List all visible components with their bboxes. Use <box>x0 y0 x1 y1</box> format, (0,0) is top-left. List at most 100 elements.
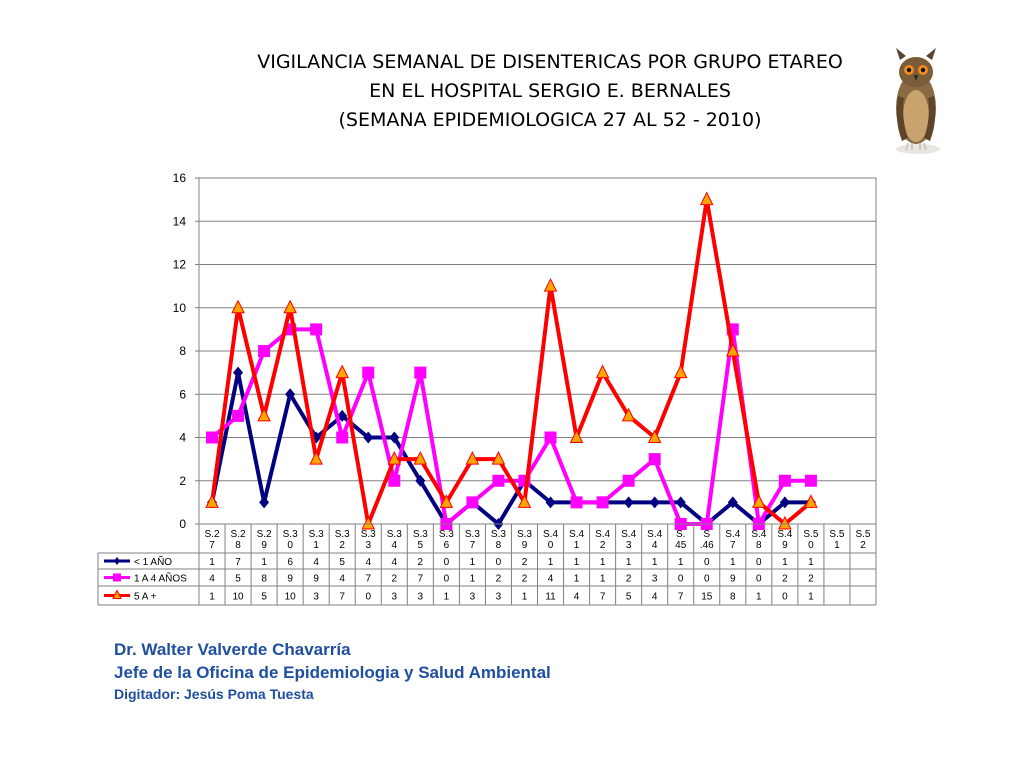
table-value: 3 <box>652 574 658 585</box>
data-point <box>388 474 401 487</box>
data-point <box>413 451 428 465</box>
legend-key-marker <box>112 589 122 599</box>
data-point <box>232 409 245 422</box>
data-point <box>259 496 270 509</box>
data-point <box>596 496 609 509</box>
table-value: 10 <box>232 592 244 603</box>
table-value: 2 <box>418 557 424 568</box>
table-value: 2 <box>782 574 788 585</box>
legend-label: 1 A 4 AÑOS <box>134 572 187 585</box>
x-tick-label: S.2 <box>205 529 220 540</box>
table-value: 4 <box>313 557 319 568</box>
data-point <box>257 407 271 422</box>
table-value: 7 <box>418 574 424 585</box>
x-tick-label: S. <box>676 529 685 540</box>
data-point <box>647 429 662 443</box>
data-point <box>233 366 244 379</box>
x-tick-label: S.2 <box>231 529 246 540</box>
data-point <box>465 451 480 465</box>
data-point <box>545 496 556 509</box>
y-tick-label: 16 <box>173 171 187 185</box>
data-point <box>675 496 686 509</box>
table-value: 1 <box>261 557 267 568</box>
table-value: 7 <box>678 592 684 603</box>
x-tick-label: 7 <box>470 540 476 551</box>
table-value: 15 <box>701 592 713 603</box>
legend-label: < 1 AÑO <box>134 555 172 568</box>
data-point <box>466 496 479 509</box>
table-value: 1 <box>600 574 606 585</box>
table-value: 1 <box>730 557 736 568</box>
data-point <box>621 407 636 422</box>
table-value: 2 <box>522 574 528 585</box>
table-value: 1 <box>444 592 450 603</box>
table-value: 0 <box>756 574 762 585</box>
table-value: 1 <box>209 592 215 603</box>
table-value: 5 <box>235 574 241 585</box>
x-tick-label: 1 <box>574 540 580 551</box>
x-tick-label: 2 <box>339 540 345 551</box>
x-tick-label: S.4 <box>621 529 636 540</box>
table-value: 1 <box>548 557 554 568</box>
table-value: 1 <box>678 557 684 568</box>
table-value: 4 <box>339 574 345 585</box>
data-point <box>492 474 505 487</box>
table-value: 1 <box>756 592 762 603</box>
data-point <box>543 278 558 292</box>
y-tick-label: 0 <box>179 517 186 531</box>
table-value: 2 <box>808 574 814 585</box>
table-value: 1 <box>652 557 658 568</box>
data-point <box>804 494 818 508</box>
data-point <box>439 494 454 508</box>
owl-icon <box>896 48 940 154</box>
table-value: 5 <box>339 557 345 568</box>
y-tick-label: 10 <box>173 301 187 315</box>
x-tick-label: S.5 <box>855 529 870 540</box>
x-tick-label: .46 <box>700 540 714 551</box>
table-value: 3 <box>313 592 319 603</box>
table-value: 0 <box>444 574 450 585</box>
y-tick-label: 12 <box>173 258 187 272</box>
x-tick-label: 1 <box>313 540 319 551</box>
x-tick-label: 6 <box>444 540 450 551</box>
author-role: Jefe de la Oficina de Epidemiologia y Sa… <box>114 663 551 682</box>
table-value: 7 <box>235 557 241 568</box>
table-value: 4 <box>392 557 398 568</box>
series-line <box>210 197 813 526</box>
data-point <box>336 431 349 444</box>
table-value: 4 <box>209 574 215 585</box>
x-tick-label: S.3 <box>491 529 506 540</box>
table-value: 1 <box>470 557 476 568</box>
table-value: 1 <box>209 557 215 568</box>
table-value: 0 <box>678 574 684 585</box>
table-value: 0 <box>496 557 502 568</box>
table-value: 1 <box>808 557 814 568</box>
series-lines <box>205 191 818 530</box>
footer: Dr. Walter Valverde Chavarría Jefe de la… <box>114 638 551 704</box>
legend-key-marker <box>113 573 121 582</box>
table-value: 2 <box>392 574 398 585</box>
x-tick-label: S.4 <box>777 529 792 540</box>
data-point <box>491 451 506 465</box>
title-line-1: VIGILANCIA SEMANAL DE DISENTERICAS POR G… <box>257 51 843 73</box>
y-tick-label: 14 <box>173 214 187 228</box>
data-point <box>779 496 790 509</box>
table-value: 1 <box>626 557 632 568</box>
data-point <box>205 494 219 508</box>
x-tick-label: S.4 <box>595 529 610 540</box>
x-tick-label: S <box>703 529 710 540</box>
y-tick-label: 8 <box>179 344 186 358</box>
series-line <box>210 327 811 526</box>
table-value: 4 <box>548 574 554 585</box>
table-value: 0 <box>444 557 450 568</box>
typist-credit: Digitador: Jesús Poma Tuesta <box>114 686 314 702</box>
table-value: 10 <box>285 592 297 603</box>
data-point <box>414 366 427 379</box>
data-point <box>283 299 297 314</box>
table-value: 2 <box>522 557 528 568</box>
gridlines <box>199 177 876 525</box>
table-value: 5 <box>626 592 632 603</box>
x-tick-label: 0 <box>548 540 554 551</box>
data-point <box>595 364 610 379</box>
